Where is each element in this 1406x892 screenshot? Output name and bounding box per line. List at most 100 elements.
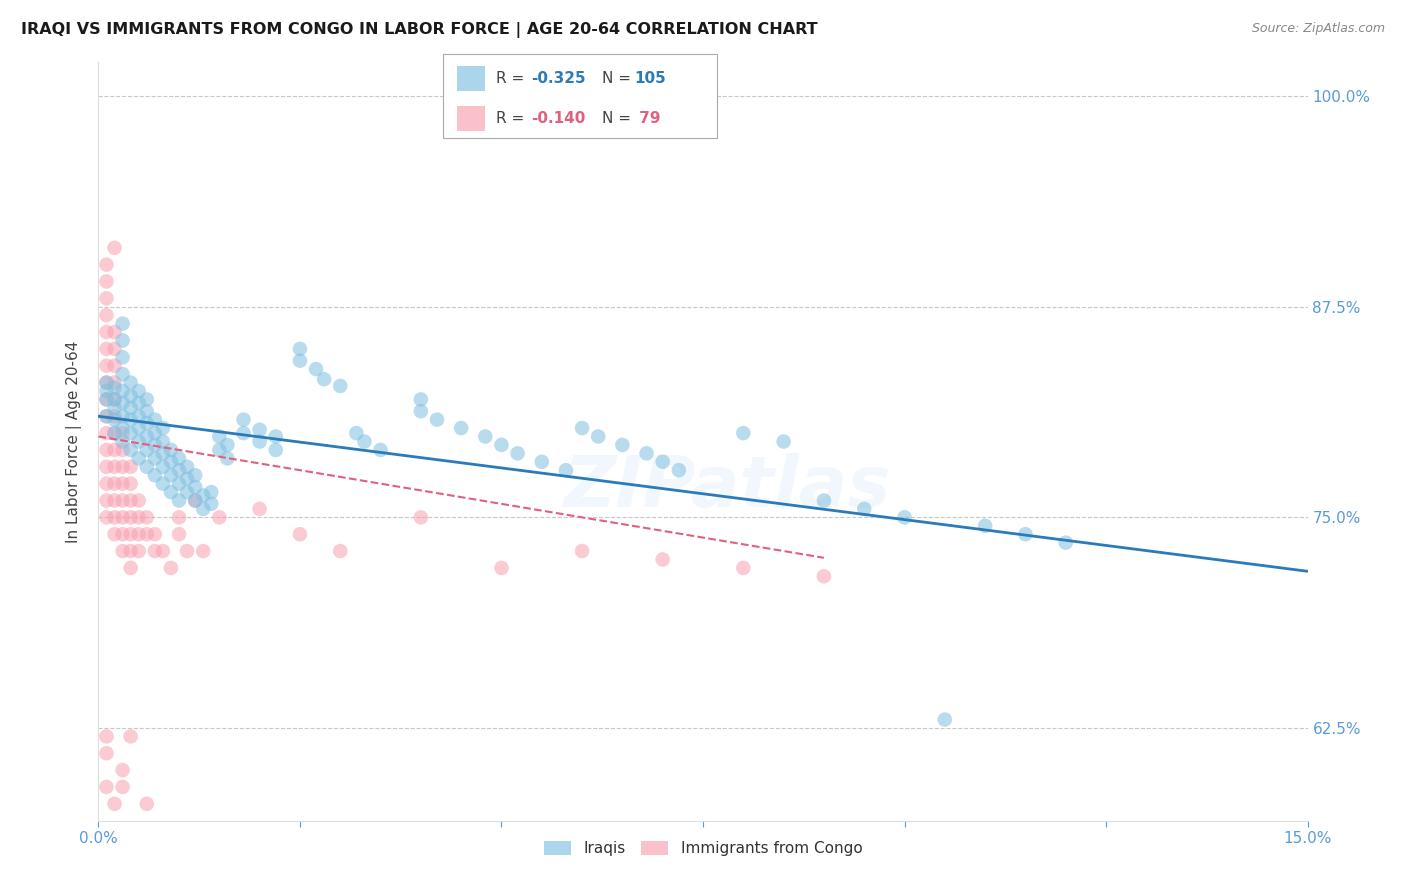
Point [184, 493, 207, 508]
Point [288, 342, 311, 356]
Point [103, 409, 125, 424]
Point [96, 510, 118, 524]
Point [120, 493, 142, 508]
Point [288, 353, 311, 368]
Point [120, 442, 142, 457]
Point [426, 412, 449, 426]
Point [128, 396, 150, 410]
Point [733, 561, 755, 575]
Text: ZIPatlas: ZIPatlas [564, 452, 891, 522]
Point [96, 459, 118, 474]
Point [160, 442, 183, 457]
Point [135, 392, 157, 407]
Point [120, 527, 142, 541]
Text: 79: 79 [634, 112, 661, 126]
Point [200, 485, 222, 500]
Point [409, 392, 432, 407]
Point [409, 510, 432, 524]
Point [96, 342, 118, 356]
Point [208, 442, 231, 457]
Point [128, 409, 150, 424]
Point [370, 442, 392, 457]
Point [120, 476, 142, 491]
Point [586, 429, 609, 443]
Point [111, 317, 134, 331]
Legend: Iraqis, Immigrants from Congo: Iraqis, Immigrants from Congo [537, 835, 869, 863]
Point [135, 429, 157, 443]
Point [160, 455, 183, 469]
Point [111, 763, 134, 777]
Point [329, 544, 352, 558]
Point [853, 502, 876, 516]
Point [103, 241, 125, 255]
Point [96, 359, 118, 373]
Point [249, 423, 271, 437]
Point [1054, 535, 1077, 549]
Point [135, 527, 157, 541]
Point [491, 438, 513, 452]
Point [120, 544, 142, 558]
Point [143, 412, 166, 426]
Point [184, 468, 207, 483]
Point [128, 493, 150, 508]
Point [264, 429, 287, 443]
Point [571, 544, 593, 558]
Point [143, 426, 166, 441]
Point [96, 258, 118, 272]
Point [232, 412, 254, 426]
Point [120, 426, 142, 441]
Point [135, 797, 157, 811]
Point [772, 434, 794, 449]
Point [111, 780, 134, 794]
Point [636, 446, 658, 460]
Point [103, 392, 125, 407]
Point [120, 459, 142, 474]
Point [193, 488, 215, 502]
Text: 105: 105 [634, 71, 666, 86]
Point [176, 459, 198, 474]
Point [120, 730, 142, 744]
Point [668, 463, 690, 477]
Point [409, 404, 432, 418]
Point [152, 459, 174, 474]
Point [491, 561, 513, 575]
Point [103, 381, 125, 395]
Point [344, 426, 367, 441]
Point [167, 510, 190, 524]
Point [96, 746, 118, 760]
Text: R =: R = [496, 112, 530, 126]
Point [111, 442, 134, 457]
Point [96, 384, 118, 398]
Point [103, 476, 125, 491]
Point [193, 502, 215, 516]
Point [128, 451, 150, 466]
Point [135, 404, 157, 418]
Point [111, 544, 134, 558]
Point [934, 713, 956, 727]
Point [651, 455, 673, 469]
Point [733, 426, 755, 441]
Point [96, 325, 118, 339]
Point [232, 426, 254, 441]
Point [103, 376, 125, 390]
Point [96, 308, 118, 322]
Point [143, 468, 166, 483]
Point [217, 438, 239, 452]
Point [152, 544, 174, 558]
Point [506, 446, 529, 460]
Point [111, 421, 134, 435]
Point [305, 362, 328, 376]
Point [167, 463, 190, 477]
Point [184, 493, 207, 508]
Point [450, 421, 472, 435]
Point [200, 497, 222, 511]
Point [96, 426, 118, 441]
Point [128, 384, 150, 398]
Point [176, 485, 198, 500]
Point [96, 442, 118, 457]
Point [813, 569, 835, 583]
Point [111, 367, 134, 381]
Point [135, 416, 157, 430]
Text: IRAQI VS IMMIGRANTS FROM CONGO IN LABOR FORCE | AGE 20-64 CORRELATION CHART: IRAQI VS IMMIGRANTS FROM CONGO IN LABOR … [21, 22, 818, 38]
Point [314, 372, 336, 386]
